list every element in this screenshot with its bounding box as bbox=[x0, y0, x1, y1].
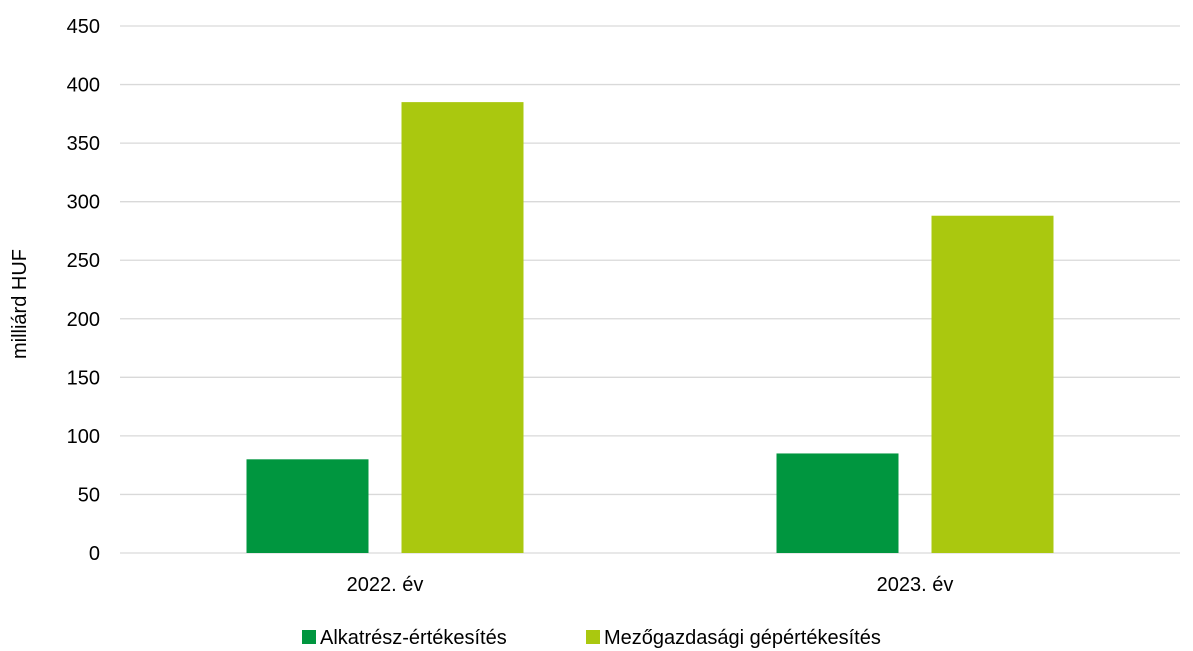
legend: Alkatrész-értékesítés Mezőgazdasági gépér… bbox=[302, 627, 881, 649]
x-tick-label: 2022. év bbox=[347, 574, 424, 596]
y-tick-label: 400 bbox=[67, 75, 100, 97]
bars bbox=[246, 102, 1054, 553]
y-tick-label: 150 bbox=[67, 367, 100, 389]
y-tick-label: 350 bbox=[67, 133, 100, 155]
bar-alkatresz-2023 bbox=[776, 453, 899, 553]
y-tick-label: 50 bbox=[78, 484, 100, 506]
legend-label: Alkatrész-értékesítés bbox=[320, 627, 507, 649]
bar-mezogazdasagi-2022 bbox=[401, 102, 524, 553]
legend-swatch bbox=[302, 630, 316, 644]
legend-swatch bbox=[586, 630, 600, 644]
y-axis-tick-labels: 0 50 100 150 200 250 300 350 400 450 bbox=[67, 16, 100, 565]
y-tick-label: 200 bbox=[67, 309, 100, 331]
y-tick-label: 100 bbox=[67, 426, 100, 448]
x-tick-label: 2023. év bbox=[877, 574, 954, 596]
y-tick-label: 0 bbox=[89, 543, 100, 565]
y-tick-label: 300 bbox=[67, 192, 100, 214]
bar-alkatresz-2022 bbox=[246, 459, 369, 553]
x-axis-tick-labels: 2022. év 2023. év bbox=[347, 574, 954, 596]
y-tick-label: 450 bbox=[67, 16, 100, 38]
legend-label: Mezőgazdasági gépértékesítés bbox=[604, 627, 881, 649]
bar-mezogazdasagi-2023 bbox=[931, 215, 1054, 553]
y-tick-label: 250 bbox=[67, 250, 100, 272]
y-axis-title: milliárd HUF bbox=[9, 249, 31, 359]
